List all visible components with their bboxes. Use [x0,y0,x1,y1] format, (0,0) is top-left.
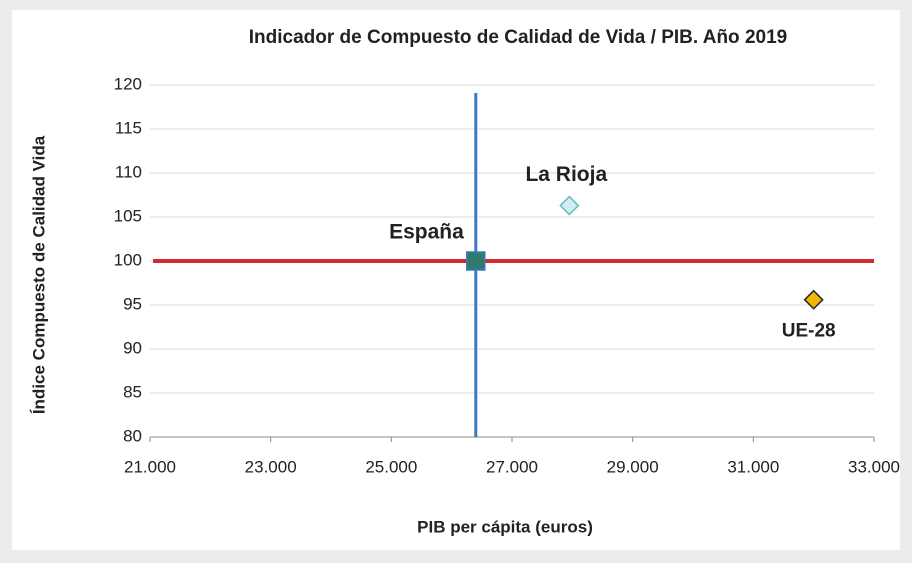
point-label: España [389,221,464,244]
y-tick-label: 120 [114,74,142,93]
chart-title: Indicador de Compuesto de Calidad de Vid… [249,27,787,48]
y-tick-label: 95 [123,294,142,313]
point [466,251,486,271]
x-tick-label: 25.000 [365,457,417,476]
y-tick-label: 100 [114,250,142,269]
y-tick-label: 115 [115,118,142,137]
point [559,195,580,216]
point-label: UE-28 [782,321,836,342]
x-tick-label: 33.000 [848,457,900,476]
x-tick-label: 29.000 [607,457,659,476]
y-tick-label: 105 [114,206,142,225]
chart-area [12,10,900,550]
y-tick-label: 85 [123,382,142,401]
x-tick-label: 21.000 [124,457,176,476]
y-tick-label: 80 [123,426,142,445]
x-tick-label: 27.000 [486,457,538,476]
x-tick-label: 31.000 [727,457,779,476]
y-tick-label: 90 [123,338,142,357]
y-tick-label: 110 [115,162,142,181]
point-label: La Rioja [525,163,607,186]
y-axis-label: Índice Compuesto de Calidad Vida [29,135,48,414]
point [803,289,824,310]
x-axis-label: PIB per cápita (euros) [417,517,593,536]
x-tick-label: 23.000 [245,457,297,476]
